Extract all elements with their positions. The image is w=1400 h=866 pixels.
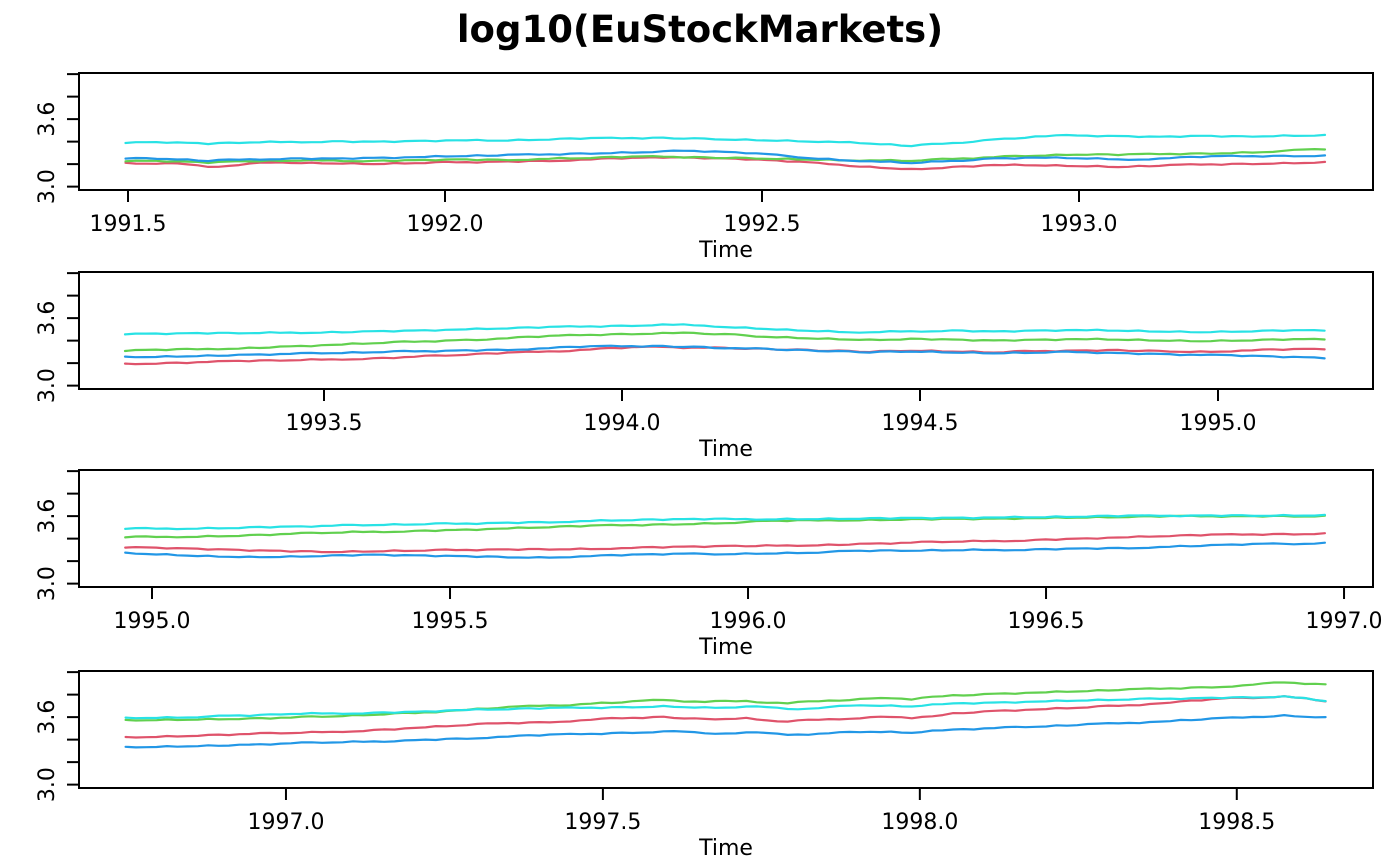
panel-2-box — [78, 271, 1374, 390]
y-tick-label: 3.0 — [35, 368, 60, 403]
x-tick-label: 1997.0 — [247, 810, 324, 835]
panel-3-line-dax — [124, 532, 1327, 554]
x-tick-label: 1992.5 — [724, 212, 801, 237]
x-axis-title-time: Time — [698, 635, 753, 660]
x-tick-label: 1995.5 — [412, 609, 489, 634]
y-tick-label: 3.0 — [35, 169, 60, 204]
panel-4-line-smi — [124, 681, 1327, 722]
y-tick-label: 3.6 — [35, 102, 60, 137]
x-tick-label: 1994.5 — [882, 411, 959, 436]
x-tick-label: 1998.5 — [1198, 810, 1275, 835]
panel-2-line-cac — [123, 344, 1326, 360]
y-tick-label: 3.0 — [35, 767, 60, 802]
panel-3-line-ftse — [124, 513, 1327, 531]
panel-4-line-cac — [124, 713, 1327, 749]
x-tick-label: 1995.0 — [114, 609, 191, 634]
x-axis-title-time: Time — [698, 437, 753, 462]
panel-4-line-dax — [124, 695, 1327, 739]
x-tick-label: 1998.0 — [881, 810, 958, 835]
panel-4-box — [78, 670, 1374, 789]
x-tick-label: 1994.0 — [584, 411, 661, 436]
panel-3-box — [78, 469, 1374, 588]
panel-1-line-cac — [124, 149, 1327, 165]
x-tick-label: 1995.0 — [1179, 411, 1256, 436]
x-axis-title-time: Time — [698, 238, 753, 263]
x-tick-label: 1993.0 — [1041, 212, 1118, 237]
chart-title: log10(EuStockMarkets) — [456, 8, 944, 51]
y-tick-label: 3.6 — [35, 499, 60, 534]
panel-1-line-ftse — [124, 133, 1327, 148]
y-tick-label: 3.6 — [35, 301, 60, 336]
panel-3-line-smi — [124, 514, 1327, 539]
x-tick-label: 1997.0 — [1306, 609, 1383, 634]
panel-1-line-smi — [124, 148, 1327, 165]
x-tick-label: 1997.5 — [564, 810, 641, 835]
panel-2-line-ftse — [123, 323, 1326, 336]
panel-1-box — [78, 72, 1374, 191]
y-tick-label: 3.0 — [35, 566, 60, 601]
y-tick-label: 3.6 — [35, 700, 60, 735]
panel-3-line-cac — [124, 541, 1327, 559]
panel-4-line-ftse — [124, 695, 1327, 720]
x-tick-label: 1993.5 — [286, 411, 363, 436]
x-tick-label: 1996.0 — [710, 609, 787, 634]
panel-2-line-smi — [123, 331, 1326, 353]
x-axis-title-time: Time — [698, 836, 753, 861]
x-tick-label: 1991.5 — [90, 212, 167, 237]
x-tick-label: 1996.5 — [1008, 609, 1085, 634]
x-tick-label: 1992.0 — [407, 212, 484, 237]
